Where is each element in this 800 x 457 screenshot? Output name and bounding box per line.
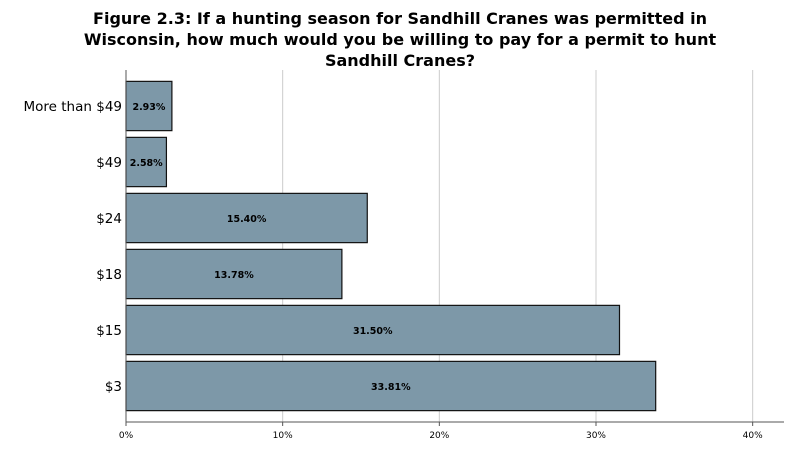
chart-title-line-1: Figure 2.3: If a hunting season for Sand… <box>93 9 707 28</box>
category-label: More than $49 <box>24 99 123 115</box>
bars: 2.93% 2.58% 15.40% 13.78% 31.50% 33.81% <box>125 80 657 412</box>
x-tick-label: 20% <box>429 431 449 441</box>
data-label: 33.81% <box>371 382 411 393</box>
category-label: $18 <box>96 267 122 283</box>
x-tick-label: 30% <box>586 431 606 441</box>
data-label: 2.58% <box>130 158 163 169</box>
x-tick-label: 0% <box>119 431 134 441</box>
bar <box>125 136 168 188</box>
category-label: $24 <box>96 211 122 227</box>
category-label: $15 <box>96 323 122 339</box>
data-label: 2.93% <box>132 102 165 113</box>
category-label: $49 <box>96 155 122 171</box>
data-label: 31.50% <box>353 326 393 337</box>
chart-title-line-3: Sandhill Cranes? <box>325 51 475 70</box>
bar <box>125 80 173 132</box>
data-label: 15.40% <box>227 214 267 225</box>
bar <box>125 192 368 244</box>
axes: 0% 10% 20% 30% 40% More than $49 $49 $24 $18 $15 $… <box>24 70 784 441</box>
data-label: 13.78% <box>214 270 254 281</box>
chart-title-line-2: Wisconsin, how much would you be willing… <box>84 30 717 49</box>
x-tick-label: 10% <box>273 431 293 441</box>
x-tick-label: 40% <box>743 431 763 441</box>
category-label: $3 <box>105 379 122 395</box>
chart-title: Figure 2.3: If a hunting season for Sand… <box>84 9 717 70</box>
